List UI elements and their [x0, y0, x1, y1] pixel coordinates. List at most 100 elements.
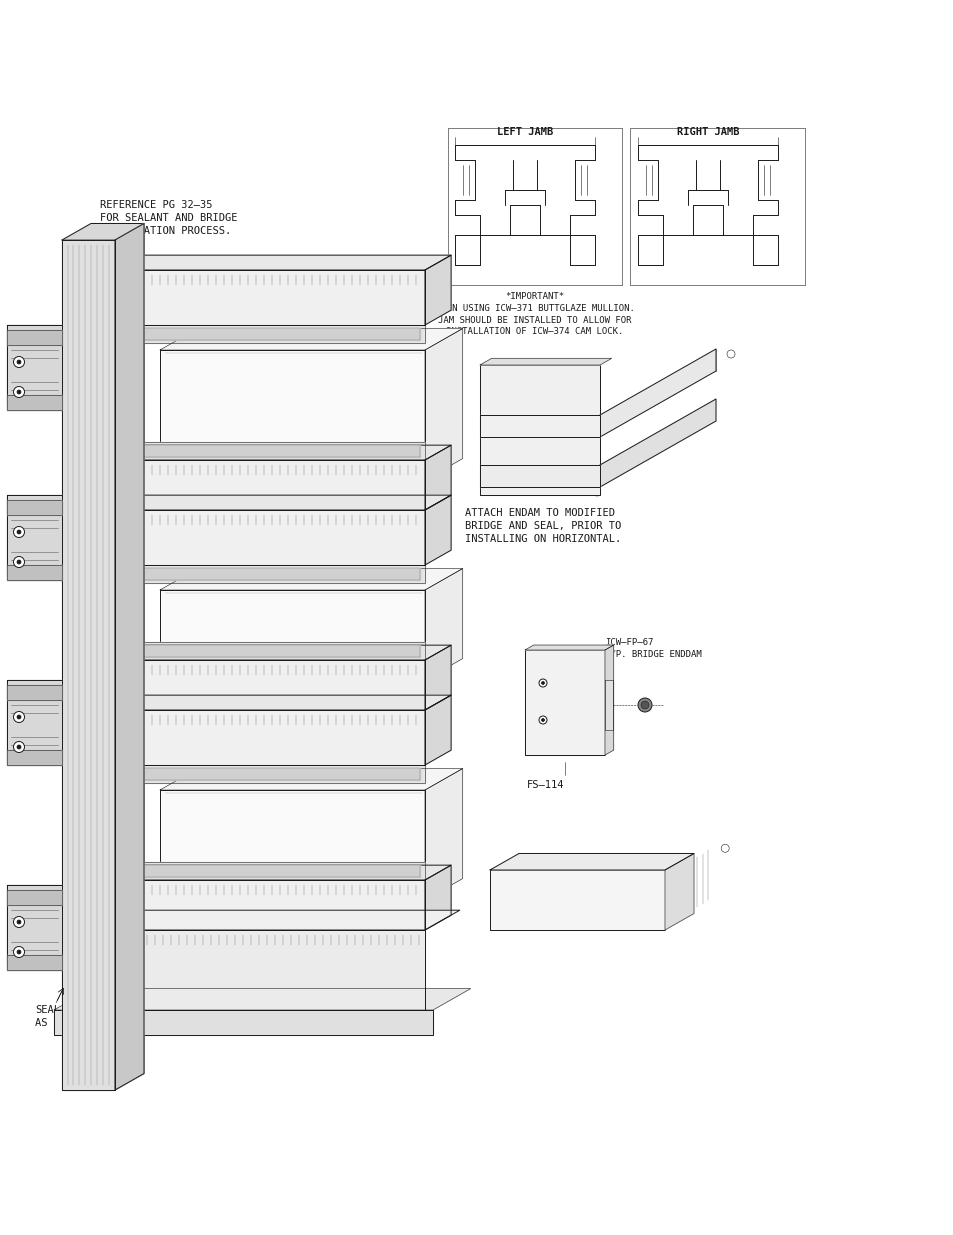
Circle shape — [13, 526, 25, 537]
Circle shape — [13, 387, 25, 398]
Circle shape — [17, 715, 21, 719]
Polygon shape — [7, 750, 62, 764]
Polygon shape — [120, 568, 419, 580]
Circle shape — [17, 390, 21, 394]
Circle shape — [13, 946, 25, 957]
Circle shape — [720, 845, 728, 852]
Circle shape — [15, 944, 19, 947]
Polygon shape — [62, 224, 144, 240]
Polygon shape — [115, 881, 424, 930]
Circle shape — [17, 920, 21, 924]
Polygon shape — [524, 650, 604, 755]
Polygon shape — [115, 442, 424, 459]
Polygon shape — [115, 325, 424, 343]
Circle shape — [13, 357, 25, 368]
Polygon shape — [7, 564, 62, 580]
Circle shape — [13, 711, 25, 722]
Polygon shape — [490, 869, 664, 930]
Text: FS–114: FS–114 — [526, 781, 564, 790]
Polygon shape — [524, 645, 613, 650]
Polygon shape — [7, 395, 62, 410]
Polygon shape — [7, 890, 62, 905]
Polygon shape — [160, 790, 424, 900]
Polygon shape — [7, 564, 62, 580]
Polygon shape — [120, 645, 419, 657]
Polygon shape — [115, 866, 451, 881]
Polygon shape — [424, 329, 462, 480]
Polygon shape — [7, 685, 62, 700]
Polygon shape — [160, 329, 462, 350]
Circle shape — [15, 383, 19, 387]
Circle shape — [12, 735, 22, 745]
Circle shape — [13, 557, 25, 568]
Circle shape — [15, 353, 19, 357]
Polygon shape — [120, 768, 419, 781]
Polygon shape — [7, 885, 62, 965]
Polygon shape — [54, 988, 470, 1010]
Polygon shape — [599, 399, 716, 487]
Polygon shape — [120, 864, 419, 877]
Polygon shape — [479, 466, 599, 487]
Polygon shape — [160, 768, 462, 790]
Circle shape — [12, 940, 22, 950]
Text: ICW–FP–67
TYP. BRIDGE ENDDAM: ICW–FP–67 TYP. BRIDGE ENDDAM — [604, 638, 701, 658]
Polygon shape — [7, 330, 62, 345]
Polygon shape — [7, 955, 62, 969]
Circle shape — [13, 741, 25, 752]
Polygon shape — [424, 695, 451, 764]
Polygon shape — [7, 500, 62, 515]
Polygon shape — [7, 885, 62, 965]
Polygon shape — [62, 240, 115, 1091]
Polygon shape — [479, 366, 599, 495]
Polygon shape — [479, 358, 611, 366]
Polygon shape — [115, 224, 144, 1091]
Polygon shape — [604, 680, 613, 730]
Circle shape — [12, 350, 22, 359]
Polygon shape — [424, 768, 462, 900]
Text: REFERENCE PG 32–35
FOR SEALANT AND BRIDGE
MODIFICATION PROCESS.: REFERENCE PG 32–35 FOR SEALANT AND BRIDG… — [100, 200, 237, 236]
Circle shape — [17, 745, 21, 748]
Circle shape — [541, 719, 544, 721]
Polygon shape — [424, 568, 462, 680]
Polygon shape — [7, 680, 62, 760]
Polygon shape — [490, 853, 693, 869]
Polygon shape — [7, 395, 62, 410]
Polygon shape — [62, 910, 459, 930]
Polygon shape — [115, 495, 451, 510]
Polygon shape — [160, 568, 462, 590]
Polygon shape — [604, 645, 613, 755]
Polygon shape — [7, 890, 62, 905]
Polygon shape — [7, 330, 62, 345]
Polygon shape — [115, 510, 424, 564]
Text: ATTACH ENDAM TO MODIFIED
BRIDGE AND SEAL, PRIOR TO
INSTALLING ON HORIZONTAL.: ATTACH ENDAM TO MODIFIED BRIDGE AND SEAL… — [464, 508, 620, 545]
Text: RIGHT JAMB: RIGHT JAMB — [676, 127, 739, 137]
Circle shape — [15, 522, 19, 527]
Polygon shape — [115, 764, 424, 783]
Polygon shape — [115, 445, 451, 459]
Circle shape — [12, 550, 22, 559]
Circle shape — [17, 359, 21, 364]
Circle shape — [17, 530, 21, 534]
Polygon shape — [120, 329, 419, 340]
Circle shape — [15, 708, 19, 713]
Polygon shape — [7, 750, 62, 764]
Circle shape — [12, 705, 22, 715]
Polygon shape — [7, 500, 62, 515]
Polygon shape — [115, 710, 424, 764]
Text: SEAL
AS SHOWN: SEAL AS SHOWN — [35, 1005, 85, 1029]
Circle shape — [538, 716, 546, 724]
Polygon shape — [115, 256, 451, 270]
Circle shape — [640, 701, 648, 709]
Circle shape — [17, 559, 21, 564]
Polygon shape — [424, 866, 451, 930]
Polygon shape — [7, 685, 62, 700]
Polygon shape — [115, 645, 451, 659]
Polygon shape — [115, 564, 424, 583]
Polygon shape — [115, 642, 424, 659]
Polygon shape — [7, 680, 62, 760]
Text: LEFT JAMB: LEFT JAMB — [497, 127, 553, 137]
Polygon shape — [115, 659, 424, 710]
Circle shape — [541, 682, 544, 684]
Polygon shape — [7, 495, 62, 576]
Circle shape — [12, 910, 22, 920]
